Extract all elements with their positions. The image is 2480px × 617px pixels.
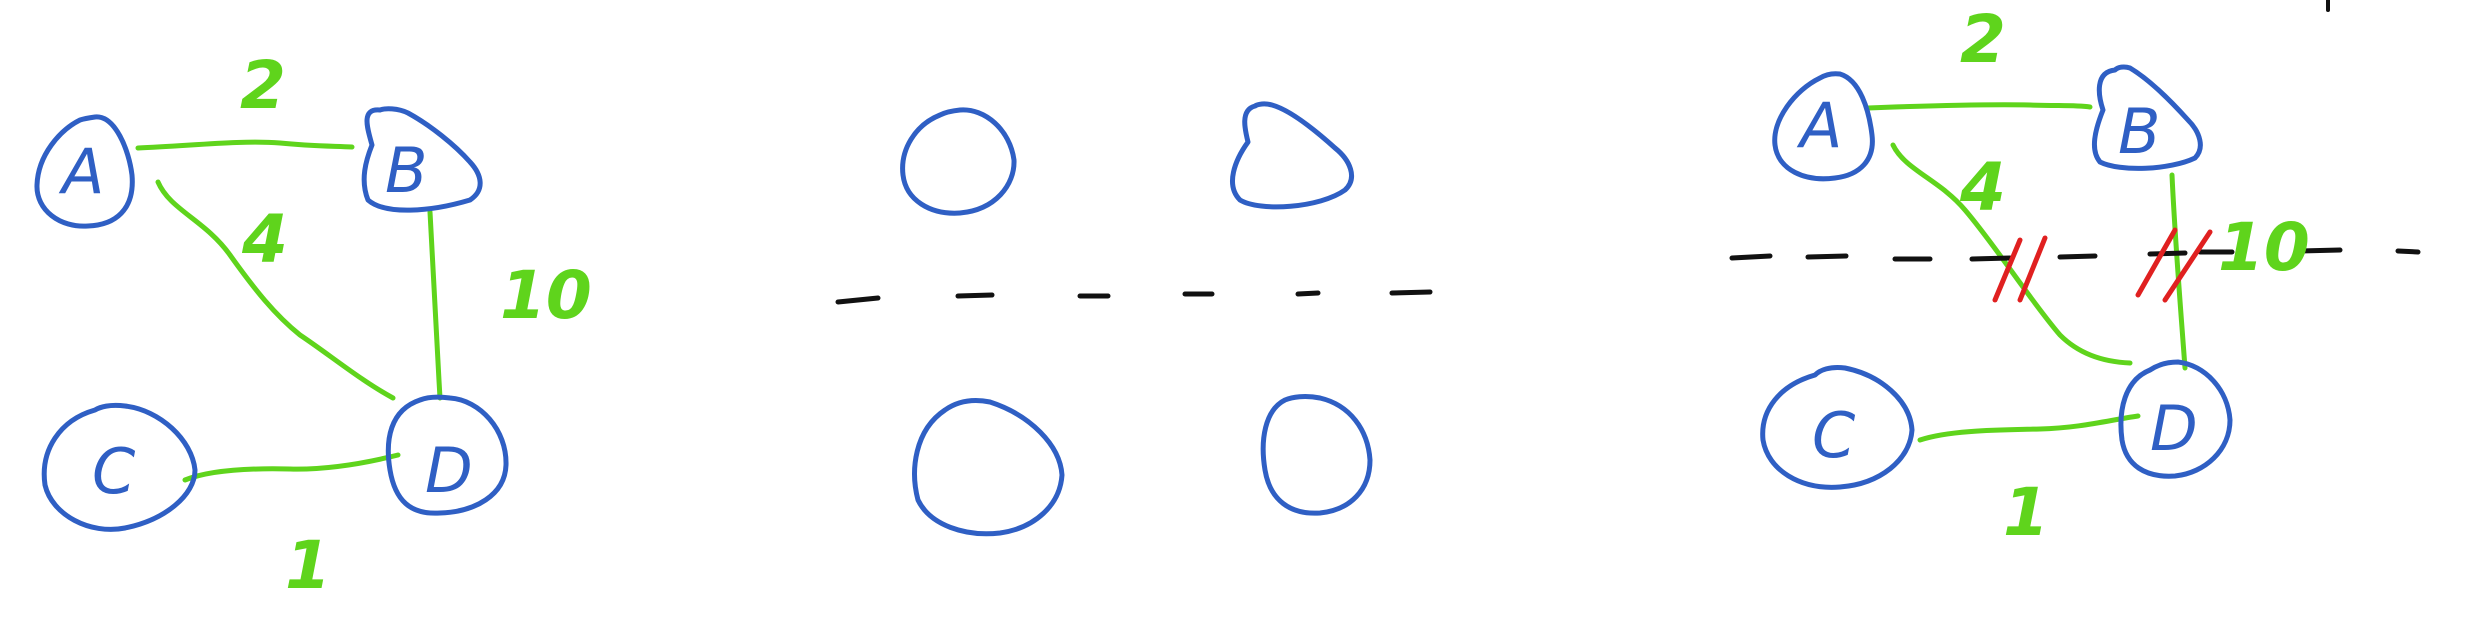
node-d-circle [385,394,509,516]
node-c-circle [41,402,198,532]
node-b-circle [361,106,483,213]
empty-node-top-left [900,107,1017,216]
weight-b-d: 10 [2218,209,2310,286]
weight-a-b: 2 [1960,1,2006,78]
panel-3-cut-graph: A B C D 2 4 10 1 [1729,1,2421,551]
weight-c-d: 1 [2003,474,2049,551]
node-b-circle [2091,64,2203,171]
node-d-label: D [425,434,473,507]
weight-a-b: 2 [240,47,286,124]
cut-mark-a-d [1992,235,2048,303]
weight-b-d: 10 [500,257,592,334]
empty-node-top-right [1230,101,1354,210]
node-a-circle [34,114,135,229]
dashed-cut-line [835,289,1433,305]
edge-a-b [1865,102,2093,111]
node-a-circle [1772,71,1875,182]
cut-mark-b-d [2135,227,2213,303]
node-b-label: B [2118,95,2161,168]
panel-1-weighted-graph: A B C D 2 4 10 1 [34,47,592,604]
edge-b-d [2169,172,2188,371]
edge-b-d [427,209,443,401]
weight-c-d: 1 [285,527,331,604]
node-a-label: A [58,135,104,208]
edge-c-d [182,452,401,483]
weight-a-d: 4 [1959,149,2006,226]
edge-a-b [135,139,355,151]
edge-a-d [1890,142,2133,366]
edge-c-d [1917,413,2141,443]
node-d-label: D [2150,392,2198,465]
node-a-label: A [1796,89,1842,162]
node-b-label: B [385,134,428,207]
node-c-label: C [92,435,136,508]
node-c-label: C [1812,399,1856,472]
panel-2-empty-nodes [835,101,1433,537]
empty-node-bottom-right [1260,394,1373,516]
empty-node-bottom-left [912,398,1065,537]
dashed-cut-line [1729,247,2421,262]
weight-a-d: 4 [241,201,288,278]
edge-a-d [155,179,396,401]
node-c-circle [1760,365,1915,490]
node-d-circle [2118,359,2233,479]
